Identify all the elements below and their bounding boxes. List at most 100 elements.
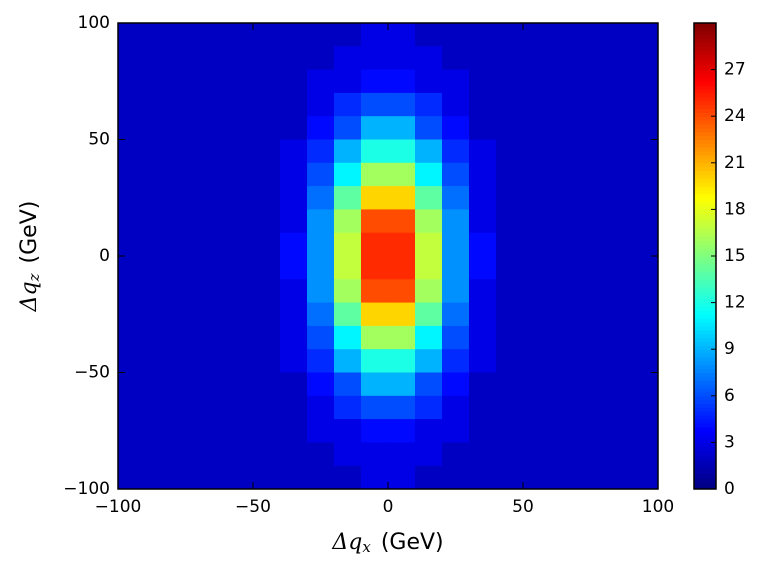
heatmap-cell [523, 279, 551, 304]
colorbar-tick-label: 18 [724, 199, 746, 219]
heatmap-cell [145, 116, 173, 140]
heatmap-cell [118, 256, 146, 280]
heatmap-cell [604, 162, 632, 187]
colorbar-tick-label: 0 [724, 479, 735, 499]
heatmap-cell [145, 232, 173, 257]
heatmap-cell [523, 465, 551, 490]
heatmap-cell [496, 325, 524, 350]
colorbar-segment [694, 240, 716, 245]
heatmap-cell [523, 139, 551, 164]
heatmap-cell [442, 46, 470, 71]
heatmap-cell [388, 116, 416, 140]
heatmap-cell [415, 139, 443, 164]
colorbar-segment [694, 450, 716, 455]
heatmap-cell [199, 395, 227, 420]
heatmap-cell [118, 23, 146, 47]
y-tick-label: 50 [88, 130, 110, 150]
heatmap-cell [280, 419, 308, 443]
heatmap-cell [145, 162, 173, 187]
heatmap-cell [118, 162, 146, 187]
heatmap-cell [172, 325, 200, 350]
colorbar-segment [694, 116, 716, 121]
heatmap-cell [577, 279, 605, 304]
heatmap-cell [496, 209, 524, 234]
heatmap-cell [631, 279, 659, 304]
colorbar-segment [694, 267, 716, 273]
heatmap-cell [469, 325, 497, 350]
heatmap-cell [307, 46, 335, 71]
heatmap-cell [604, 419, 632, 443]
heatmap-cell [307, 92, 335, 117]
heatmap-cell [334, 465, 362, 490]
heatmap-cell [496, 302, 524, 327]
heatmap-cell [631, 116, 659, 140]
heatmap-cell [280, 442, 308, 467]
heatmap-cell [361, 162, 389, 187]
heatmap-cell [253, 325, 281, 350]
heatmap-cell [253, 23, 281, 47]
colorbar-segment [694, 221, 716, 226]
heatmap-cell [253, 46, 281, 71]
heatmap-cell [307, 442, 335, 467]
colorbar-segment [694, 217, 716, 222]
colorbar-segment [694, 426, 716, 432]
heatmap-cell [523, 349, 551, 373]
heatmap-cell [469, 116, 497, 140]
colorbar-segment [694, 403, 716, 408]
heatmap-cell [631, 349, 659, 373]
colorbar-segment [694, 182, 716, 187]
heatmap-cell [442, 186, 470, 210]
colorbar-segment [694, 174, 716, 179]
heatmap-cell [280, 23, 308, 47]
heatmap-cell [496, 279, 524, 304]
colorbar-segment [694, 30, 716, 36]
colorbar-segment [694, 442, 716, 447]
heatmap-cell [388, 395, 416, 420]
heatmap-cell [523, 92, 551, 117]
colorbar-segment [694, 248, 716, 253]
colorbar-segment [694, 419, 716, 424]
colorbar-segment [694, 162, 716, 168]
heatmap-cell [577, 395, 605, 420]
colorbar-segment [694, 123, 716, 129]
colorbar-segment [694, 104, 716, 109]
heatmap-cell [253, 162, 281, 187]
heatmap-cell [469, 395, 497, 420]
heatmap-cell [334, 395, 362, 420]
heatmap-cell [253, 419, 281, 443]
heatmap-cell [523, 256, 551, 280]
heatmap-cell [361, 349, 389, 373]
heatmap-cell [415, 162, 443, 187]
colorbar-tick-label: 6 [724, 386, 735, 406]
heatmap-cell [388, 349, 416, 373]
heatmap-cell [145, 372, 173, 397]
heatmap-cell [145, 209, 173, 234]
colorbar-segment [694, 376, 716, 381]
colorbar-segment [694, 85, 716, 90]
colorbar-segment [694, 170, 716, 175]
heatmap-cell [631, 232, 659, 257]
heatmap-cell [118, 209, 146, 234]
colorbar-segment [694, 236, 716, 241]
colorbar-segment [694, 477, 716, 482]
heatmap-cell [280, 256, 308, 280]
heatmap-cell [469, 279, 497, 304]
heatmap-cell [523, 116, 551, 140]
heatmap-cell [334, 256, 362, 280]
heatmap-cell [199, 209, 227, 234]
heatmap-cell [604, 46, 632, 71]
colorbar-tick-label: 3 [724, 432, 735, 452]
colorbar-segment [694, 345, 716, 350]
colorbar-segment [694, 89, 716, 94]
heatmap-cell [577, 92, 605, 117]
colorbar-segment [694, 189, 716, 195]
heatmap-cell [523, 302, 551, 327]
heatmap-cell [145, 419, 173, 443]
heatmap-cell [307, 256, 335, 280]
heatmap-cell [172, 116, 200, 140]
heatmap-cell [172, 395, 200, 420]
heatmap-cell [523, 372, 551, 397]
colorbar-segment [694, 322, 716, 327]
heatmap-cell [496, 92, 524, 117]
colorbar-segment [694, 271, 716, 276]
